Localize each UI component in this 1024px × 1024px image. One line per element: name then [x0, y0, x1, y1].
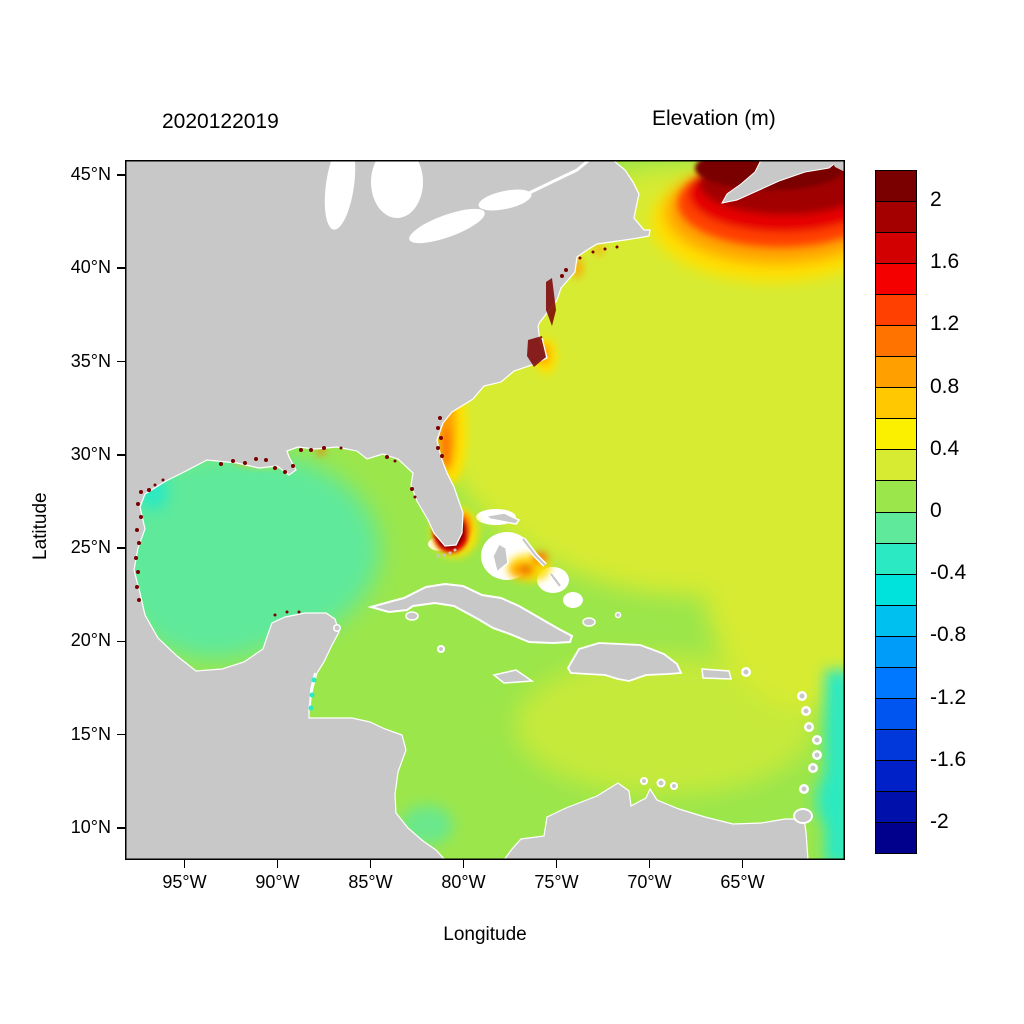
x-tick-mark	[741, 860, 744, 868]
map-plot-area	[125, 160, 845, 860]
land-cuba	[367, 582, 574, 645]
elevation-map	[125, 160, 845, 860]
land-eleuthera-chain-core	[522, 538, 546, 566]
colorbar-band	[876, 604, 916, 636]
y-tick-mark	[117, 267, 125, 269]
colorbar	[875, 170, 917, 854]
x-tick-label: 65°W	[720, 872, 765, 892]
colorbar-band	[876, 542, 916, 574]
colorbar-band	[876, 821, 916, 854]
colorbar-tick-label: 1.2	[930, 312, 960, 336]
plot-title-datetime: 2020122019	[162, 110, 279, 133]
colorbar-band	[876, 573, 916, 605]
colorbar-tick-label: 0	[930, 499, 942, 522]
x-tick-label: 95°W	[162, 872, 207, 892]
outer-banks-barrier	[541, 337, 548, 359]
colorbar-band	[876, 449, 916, 481]
colorbar-tick-label: -0.4	[930, 561, 967, 585]
y-tick-mark	[117, 827, 125, 829]
colorbar-tick-label: -1.6	[930, 747, 967, 771]
y-tick-mark	[117, 174, 125, 176]
colorbar-tick-label: 0.8	[930, 374, 960, 398]
colorbar-title: Elevation (m)	[652, 107, 776, 130]
colorbar-band	[876, 232, 916, 264]
y-tick-label: 10°N	[70, 817, 111, 838]
gulf-of-mexico-water	[125, 450, 380, 660]
land-nova-scotia	[721, 160, 840, 204]
colorbar-tick-label: 0.4	[930, 436, 960, 460]
land-isla-juventud	[405, 611, 419, 621]
colorbar-band	[876, 511, 916, 543]
y-tick-mark	[117, 640, 125, 643]
x-tick-mark	[462, 860, 465, 868]
x-tick-label: 80°W	[441, 872, 486, 892]
land-cape-breton	[831, 160, 845, 172]
x-tick-mark	[369, 860, 372, 868]
x-tick-mark	[276, 860, 279, 868]
belize-reef	[308, 672, 317, 711]
colorbar-band	[876, 294, 916, 326]
colorbar-tick-label: -2	[930, 809, 949, 833]
colorbar-band	[876, 635, 916, 667]
colorbar-band	[876, 666, 916, 698]
plot-frame	[125, 160, 845, 860]
land-hispaniola	[566, 642, 683, 682]
land-florida-keys	[436, 548, 457, 558]
y-tick-mark	[117, 733, 125, 736]
colorbar-band	[876, 325, 916, 357]
y-tick-label: 15°N	[70, 723, 111, 744]
y-tick-label: 30°N	[70, 443, 111, 464]
x-tick-label: 85°W	[348, 872, 393, 892]
colorbar-band	[876, 387, 916, 419]
x-tick-label: 90°W	[255, 872, 300, 892]
colorbar-tick-label: -1.2	[930, 685, 967, 709]
land-bahamas	[484, 512, 622, 627]
y-tick-label: 35°N	[70, 350, 111, 371]
y-tick-label: 45°N	[70, 163, 111, 184]
colorbar-band	[876, 728, 916, 760]
estuary-surge-speckles	[134, 245, 619, 617]
land-jamaica	[492, 669, 535, 684]
land-long-island-bahamas-core	[550, 573, 561, 587]
land-lesser-antilles	[334, 625, 820, 822]
colorbar-band	[876, 171, 916, 202]
colorbar-tick-label: 1.6	[930, 250, 960, 274]
y-tick-label: 25°N	[70, 537, 111, 558]
y-tick-label: 20°N	[70, 630, 111, 651]
x-axis-label: Longitude	[443, 924, 527, 945]
x-tick-mark	[648, 860, 651, 868]
colorbar-band	[876, 759, 916, 791]
x-tick-mark	[183, 860, 186, 868]
y-tick-mark	[117, 454, 125, 456]
colorbar-band	[876, 790, 916, 822]
y-tick-mark	[117, 360, 125, 363]
colorbar-tick-label: 2	[930, 188, 942, 212]
x-tick-label: 75°W	[534, 872, 579, 892]
y-tick-mark	[117, 547, 125, 549]
colorbar-band	[876, 263, 916, 295]
land-puerto-rico	[701, 668, 732, 680]
x-tick-mark	[555, 860, 558, 868]
colorbar-band	[876, 356, 916, 388]
st-lawrence-river	[526, 160, 590, 196]
colorbar-band	[876, 697, 916, 729]
colorbar-band	[876, 480, 916, 512]
colorbar-band	[876, 418, 916, 450]
y-tick-label: 40°N	[70, 257, 111, 278]
colorbar-tick-label: -0.8	[930, 623, 967, 647]
x-tick-label: 70°W	[627, 872, 672, 892]
colorbar-band	[876, 201, 916, 233]
great-lakes	[324, 160, 532, 244]
